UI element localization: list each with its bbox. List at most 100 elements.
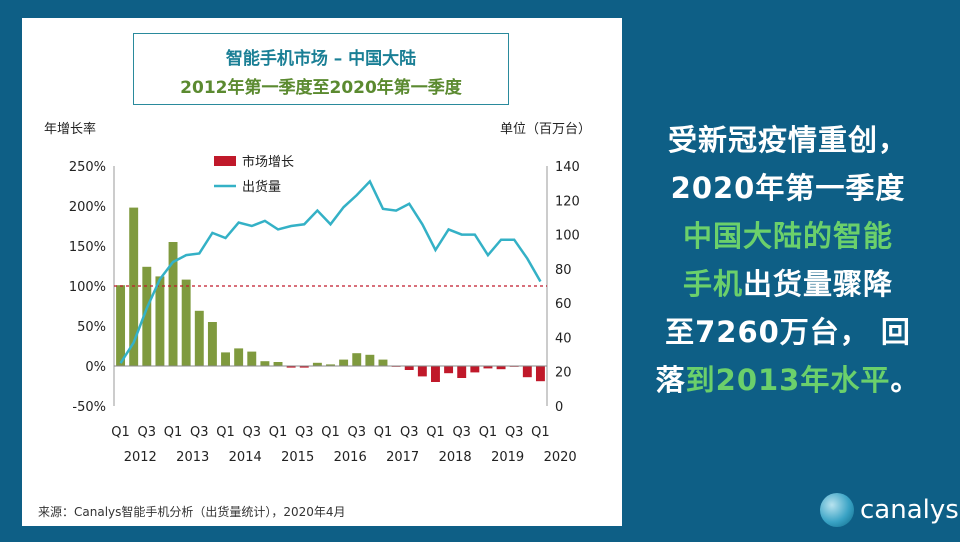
x-tick-quarter: Q1 <box>269 425 288 440</box>
left-axis-ticks: -50% 0% 50% 100% 150% 200% 250% <box>69 160 106 415</box>
slide: 智能手机市场 – 中国大陆 2012年第一季度至2020年第一季度 -50% 0%… <box>8 8 959 534</box>
growth-bar <box>378 359 388 366</box>
x-tick-year: 2015 <box>281 450 314 465</box>
x-tick-quarter: Q3 <box>243 425 262 440</box>
growth-bar <box>522 366 532 378</box>
growth-bar <box>129 207 139 366</box>
canalys-logo: canalys <box>820 490 959 530</box>
x-tick-quarter: Q3 <box>138 425 157 440</box>
shipments-line <box>119 179 542 364</box>
x-tick-year: 2012 <box>124 450 157 465</box>
x-tick-quarter: Q1 <box>426 425 445 440</box>
chart-title: 智能手机市场 – 中国大陆 <box>225 49 417 69</box>
growth-bar <box>181 279 191 366</box>
left-tick-label: 100% <box>69 280 106 295</box>
right-axis-ticks: 0 20 40 60 80 100 120 140 <box>555 160 580 415</box>
x-tick-quarter: Q3 <box>347 425 366 440</box>
growth-bar <box>260 361 270 366</box>
growth-bar <box>194 310 204 366</box>
growth-bar <box>155 276 165 366</box>
growth-bar <box>142 266 152 366</box>
headline: 受新冠疫情重创， 2020年第一季度 中国大陆的智能 手机出货量骤降 至7260… <box>628 116 948 404</box>
growth-bar <box>326 364 335 366</box>
x-tick-quarter: Q1 <box>321 425 340 440</box>
source-note: 来源：Canalys智能手机分析（出货量统计），2020年4月 <box>38 505 346 519</box>
growth-bar <box>457 366 467 378</box>
growth-bar <box>352 353 362 366</box>
left-tick-label: 200% <box>69 200 106 215</box>
x-tick-quarter: Q3 <box>295 425 314 440</box>
logo-text: canalys <box>860 495 959 525</box>
growth-bar <box>483 366 493 369</box>
growth-bars <box>116 207 545 382</box>
growth-bar <box>207 322 217 366</box>
legend-bar-label: 市场增长 <box>242 154 294 170</box>
headline-line-2: 2020年第一季度 <box>670 171 906 205</box>
growth-bar <box>221 352 230 366</box>
left-tick-label: 150% <box>69 240 106 255</box>
right-tick-label: 40 <box>555 331 572 346</box>
x-tick-year: 2017 <box>386 450 419 465</box>
legend-line-label: 出货量 <box>242 179 281 195</box>
x-tick-year: 2013 <box>176 450 209 465</box>
x-tick-quarter: Q3 <box>452 425 471 440</box>
x-tick-year: 2016 <box>334 450 367 465</box>
x-tick-quarter: Q1 <box>479 425 498 440</box>
x-tick-year: 2019 <box>491 450 524 465</box>
left-tick-label: 50% <box>77 320 106 335</box>
right-tick-label: 140 <box>555 160 580 175</box>
growth-bar <box>312 362 322 366</box>
chart-title-box: 智能手机市场 – 中国大陆 2012年第一季度至2020年第一季度 <box>133 33 509 105</box>
x-tick-year: 2018 <box>439 450 472 465</box>
left-tick-label: -50% <box>72 400 106 415</box>
growth-bar <box>247 351 257 366</box>
growth-bar <box>431 366 440 382</box>
growth-bar <box>273 362 283 366</box>
right-tick-label: 80 <box>555 263 572 278</box>
x-tick-quarter: Q3 <box>400 425 419 440</box>
globe-icon <box>820 493 854 527</box>
left-tick-label: 0% <box>85 360 106 375</box>
x-tick-quarter: Q3 <box>190 425 209 440</box>
growth-bar <box>168 242 178 366</box>
growth-bar <box>286 366 296 368</box>
headline-line-4b: 出货量骤降 <box>743 267 894 301</box>
growth-bar <box>404 366 414 370</box>
right-tick-label: 120 <box>555 194 580 209</box>
x-tick-quarter: Q1 <box>531 425 550 440</box>
right-axis-label: 单位（百万台） <box>500 122 591 137</box>
growth-bar <box>444 366 454 374</box>
growth-bar <box>417 366 427 377</box>
chart-subtitle: 2012年第一季度至2020年第一季度 <box>180 78 462 98</box>
right-tick-label: 0 <box>555 400 563 415</box>
x-axis-ticks: Q1 Q3 Q1 Q3 Q1 Q3 Q1 Q3 Q1 Q3 Q1 Q3 Q1 Q3 Q1 Q3 Q1 2012 20… <box>111 425 576 465</box>
combo-chart: -50% 0% 50% 100% 150% 200% 250% 0 20 40 60 80 100 12… <box>44 121 591 465</box>
left-tick-label: 250% <box>69 160 106 175</box>
right-tick-label: 60 <box>555 297 572 312</box>
headline-line-4a: 手机 <box>682 267 743 301</box>
headline-line-5: 至7260万台， 回 <box>665 315 911 349</box>
growth-bar <box>470 366 480 373</box>
growth-bar <box>299 366 309 368</box>
x-tick-quarter: Q1 <box>216 425 235 440</box>
right-tick-label: 100 <box>555 229 580 244</box>
x-tick-year: 2020 <box>544 450 577 465</box>
headline-line-1: 受新冠疫情重创， <box>667 123 908 157</box>
headline-line-6c: 。 <box>890 363 921 397</box>
x-tick-year: 2014 <box>229 450 262 465</box>
headline-line-6a: 落 <box>655 363 686 397</box>
growth-bar <box>339 359 349 366</box>
growth-bar <box>234 348 244 366</box>
x-tick-quarter: Q1 <box>111 425 130 440</box>
growth-bar <box>496 366 506 370</box>
x-tick-quarter: Q3 <box>505 425 524 440</box>
growth-bar <box>535 366 545 382</box>
growth-bar <box>116 285 126 366</box>
x-tick-quarter: Q1 <box>164 425 183 440</box>
headline-line-3: 中国大陆的智能 <box>682 219 893 253</box>
x-tick-quarter: Q1 <box>374 425 393 440</box>
legend-bar-swatch <box>214 156 236 166</box>
headline-line-6b: 到2013年水平 <box>685 363 891 397</box>
growth-bar <box>365 354 375 366</box>
right-tick-label: 20 <box>555 366 572 381</box>
